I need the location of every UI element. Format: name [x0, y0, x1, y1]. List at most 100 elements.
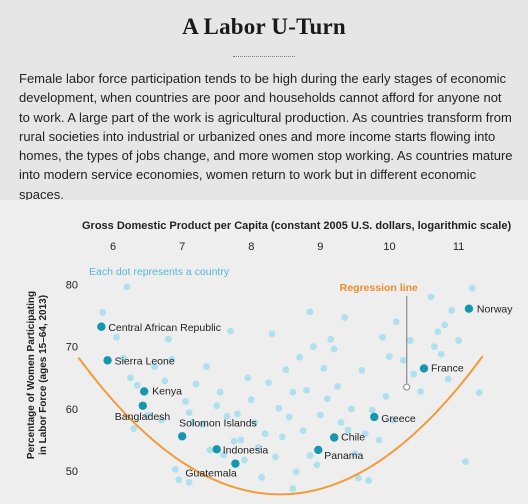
background-point — [268, 330, 276, 337]
highlighted-point — [139, 387, 149, 396]
background-point — [410, 370, 418, 378]
background-point — [189, 419, 196, 426]
x-tick-label: 6 — [110, 241, 116, 253]
chart-area: Gross Domestic Product per Capita (const… — [0, 200, 528, 504]
header-panel: A Labor U-Turn Female labor force partic… — [0, 0, 528, 202]
background-point — [261, 430, 269, 438]
background-point — [234, 410, 241, 418]
background-point — [448, 307, 456, 314]
background-point — [126, 374, 134, 382]
background-point — [168, 355, 176, 363]
scatter-chart: Gross Domestic Product per Capita (const… — [26, 220, 513, 496]
background-point — [202, 363, 210, 370]
country-label: Sierra Leone — [115, 355, 175, 367]
x-tick-labels: 6 7 8 9 10 11 — [110, 241, 464, 253]
country-label: Panama — [324, 450, 363, 462]
background-point — [133, 381, 141, 389]
background-point — [468, 284, 476, 292]
background-point — [310, 343, 317, 351]
background-point — [275, 404, 283, 412]
background-point — [406, 337, 414, 344]
background-point — [130, 425, 138, 433]
background-point — [313, 461, 321, 469]
background-point — [417, 388, 424, 395]
y-tick-label: 80 — [66, 279, 78, 291]
background-point — [358, 366, 366, 374]
highlighted-point — [212, 445, 221, 454]
background-point — [285, 413, 293, 421]
regression-line-label: Regression line — [340, 282, 418, 294]
chart-title: A Labor U-Turn — [182, 14, 346, 39]
highlighted-point — [138, 401, 147, 410]
regression-line — [77, 355, 484, 496]
highlighted-point — [370, 412, 379, 422]
background-point — [216, 388, 224, 396]
country-label: Kenya — [152, 385, 182, 397]
background-point — [434, 328, 442, 336]
y-tick-label: 50 — [66, 466, 78, 478]
background-point — [427, 293, 435, 301]
x-tick-label: 8 — [248, 241, 254, 253]
x-tick-label: 10 — [383, 241, 395, 253]
background-point — [258, 473, 266, 481]
background-points — [99, 283, 483, 492]
background-point — [306, 308, 314, 316]
background-point — [240, 456, 248, 464]
background-point — [192, 380, 200, 388]
highlighted-point — [419, 364, 429, 373]
highlighted-point — [231, 459, 240, 468]
country-label: Solomon Islands — [179, 417, 257, 429]
background-point — [265, 379, 272, 387]
y-axis-label-line-2: in Labor Force (ages 15–64, 2013) — [38, 295, 49, 455]
background-point — [361, 430, 369, 438]
background-point — [337, 419, 345, 426]
background-point — [151, 363, 158, 370]
country-label: Greece — [381, 413, 416, 425]
background-point — [182, 398, 190, 405]
highlighted-point — [314, 445, 323, 455]
background-point — [99, 309, 107, 316]
y-tick-label: 60 — [66, 404, 78, 416]
background-point — [185, 409, 193, 417]
country-label: Indonesia — [223, 444, 269, 456]
background-point — [441, 321, 449, 329]
country-label: Norway — [477, 304, 513, 316]
background-point — [278, 433, 286, 441]
highlighted-point — [177, 432, 187, 441]
background-point — [220, 451, 228, 459]
background-point — [289, 388, 297, 396]
background-point — [230, 437, 238, 445]
background-point — [164, 335, 172, 343]
background-point — [368, 406, 376, 414]
country-labels: Central African Republic Sierra Leone Keny… — [108, 304, 513, 480]
background-point — [244, 374, 252, 382]
background-point — [462, 458, 469, 466]
title-divider — [233, 56, 295, 57]
background-point — [303, 386, 310, 394]
background-point — [171, 465, 179, 473]
background-point — [199, 421, 207, 428]
background-point — [123, 283, 131, 291]
y-tick-labels: 50 60 70 80 — [66, 279, 78, 478]
background-point — [296, 353, 304, 361]
background-point — [306, 452, 314, 459]
background-point — [272, 453, 279, 461]
country-label: Chile — [341, 432, 365, 444]
background-point — [254, 444, 262, 451]
background-point — [213, 402, 221, 410]
background-point — [185, 478, 193, 486]
x-tick-label: 9 — [317, 241, 323, 253]
background-point — [247, 396, 255, 403]
background-point — [399, 356, 407, 364]
background-point — [348, 405, 355, 413]
chart-description: Female labor force participation tends t… — [19, 71, 513, 202]
country-label: Guatemala — [185, 468, 237, 480]
background-point — [392, 318, 400, 326]
highlighted-point — [329, 433, 339, 442]
background-point — [289, 485, 297, 492]
background-point — [282, 366, 290, 374]
background-point — [379, 333, 386, 341]
background-point — [237, 436, 245, 444]
x-tick-label: 7 — [179, 241, 185, 253]
background-point — [175, 476, 183, 484]
